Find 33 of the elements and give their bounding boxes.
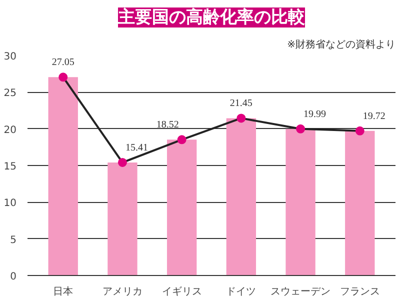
x-tick-label: フランス <box>340 286 380 298</box>
bar <box>286 128 316 276</box>
y-tick-label: 15 <box>4 162 17 172</box>
point <box>118 158 127 167</box>
data-label: 15.41 <box>125 142 148 154</box>
y-tick-label: 25 <box>4 88 17 100</box>
x-tick-label: アメリカ <box>102 286 142 298</box>
point <box>355 126 364 136</box>
data-label: 21.45 <box>230 98 252 110</box>
x-tick-label: イギリス <box>162 286 202 298</box>
data-label: 19.72 <box>362 110 386 122</box>
y-tick-label: 0 <box>10 272 17 282</box>
y-tick-label: 5 <box>10 234 17 246</box>
y-tick-label: 30 <box>4 52 17 62</box>
bar <box>166 140 197 276</box>
x-tick-label: スウェーデン <box>270 286 331 298</box>
text: ※財務省などの資料より <box>287 38 396 50</box>
y-tick-label: 10 <box>4 198 17 210</box>
chart-title: 主要国の高齢化率の比較 <box>117 8 306 28</box>
point <box>58 72 68 82</box>
data-label: 27.05 <box>52 57 74 68</box>
point <box>177 135 186 144</box>
point <box>296 124 306 134</box>
data-label: 18.52 <box>156 120 179 131</box>
data-label: 19.99 <box>304 108 326 120</box>
x-tick-label: ドイツ <box>226 286 256 298</box>
bar <box>345 130 375 276</box>
y-tick-label: 20 <box>4 124 17 136</box>
bar <box>226 118 256 276</box>
x-tick-label: 日本 <box>53 286 74 298</box>
bar <box>48 77 78 276</box>
point <box>236 114 246 123</box>
bar <box>108 162 138 276</box>
